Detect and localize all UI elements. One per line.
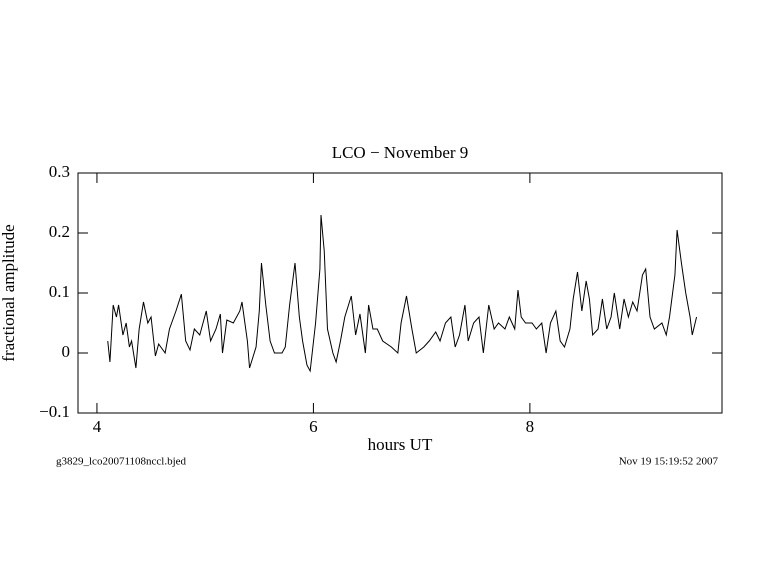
y-tick-label: 0.1: [49, 282, 70, 301]
x-tick-label: 4: [93, 417, 102, 436]
x-tick-label: 8: [526, 417, 535, 436]
footnote-right: Nov 19 15:19:52 2007: [619, 456, 719, 468]
x-tick-label: 6: [309, 417, 318, 436]
y-tick-label: 0: [62, 342, 71, 361]
y-tick-label: −0.1: [39, 402, 70, 421]
y-tick-label: 0.2: [49, 222, 70, 241]
footnote-left: g3829_lco20071108nccl.bjed: [56, 456, 187, 468]
y-tick-label: 0.3: [49, 162, 70, 181]
x-axis-label: hours UT: [368, 435, 433, 454]
plot-frame: [77, 172, 723, 414]
light-curve: [107, 214, 698, 373]
y-axis-label: fractional amplitude: [0, 224, 18, 361]
chart-title: LCO − November 9: [332, 143, 469, 162]
